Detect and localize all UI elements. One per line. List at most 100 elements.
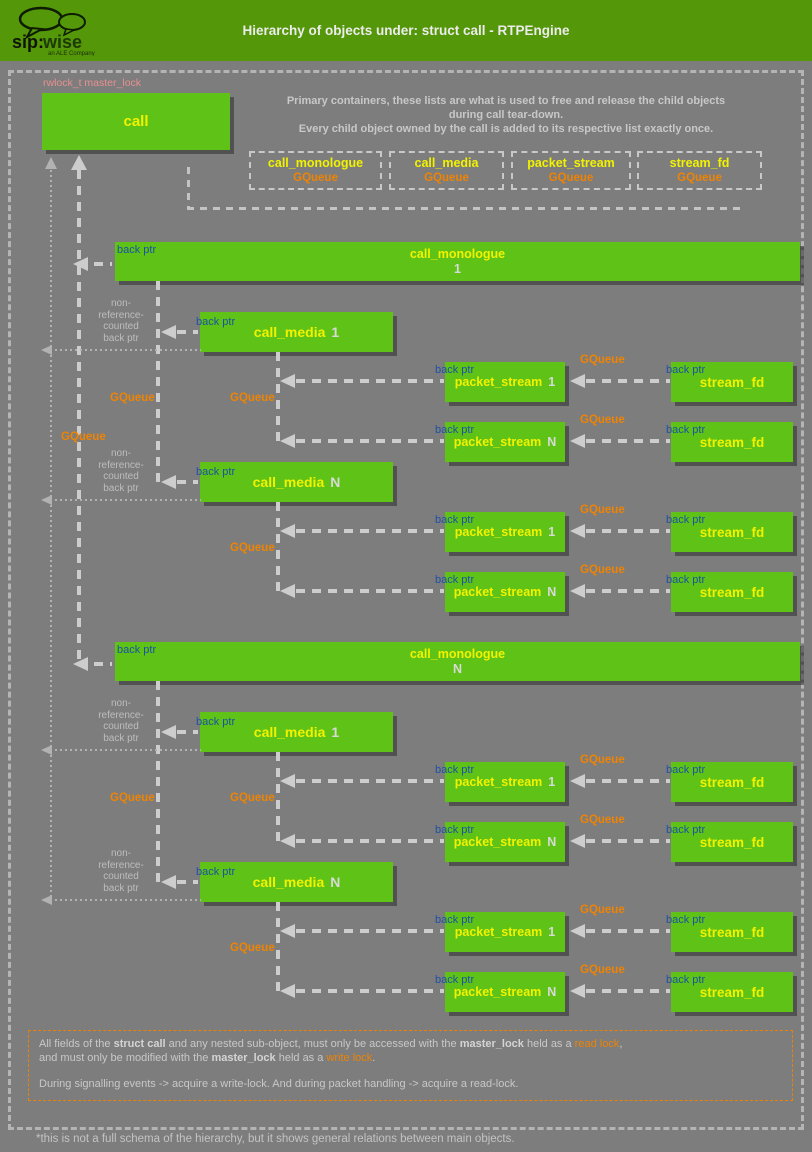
- container-bracket-vertical: [187, 167, 190, 209]
- container-box-call-monologue: call_monologue GQueue: [249, 151, 382, 190]
- backptr-dash: [177, 880, 198, 884]
- call-monologue-box: call_monologue 1: [115, 242, 800, 281]
- arrow-left-icon: [570, 374, 585, 388]
- packet-stream-index: 1: [548, 375, 556, 389]
- arrow-left-dotted-icon: [41, 345, 52, 355]
- packet-stream-box: packet_stream 1: [445, 512, 565, 552]
- note-bold-master-lock: master_lock: [211, 1051, 276, 1064]
- call-media-label: call_media: [253, 324, 326, 340]
- footer-note: *this is not a full schema of the hierar…: [36, 1133, 515, 1145]
- note-write-lock: write lock: [326, 1051, 373, 1064]
- arrow-left-icon: [570, 524, 585, 538]
- stream-fd-label: stream_fd: [699, 984, 765, 1000]
- container-bracket-horizontal: [187, 207, 741, 210]
- note-text: and any nested sub-object, must only be …: [165, 1038, 460, 1050]
- note-line-3: During signalling events -> acquire a wr…: [39, 1078, 519, 1090]
- nonref-backptr-label: non- reference- counted back ptr: [90, 448, 152, 494]
- note-read-lock: read lock: [574, 1038, 620, 1050]
- gqueue-label: GQueue: [61, 431, 106, 443]
- backptr-dash: [296, 779, 444, 783]
- container-type: GQueue: [424, 171, 469, 184]
- streams-gqueue-line: [276, 902, 280, 991]
- nonref-line: reference-: [98, 859, 144, 871]
- call-media-box: call_media 1: [200, 312, 393, 352]
- packet-stream-index: 1: [548, 925, 556, 939]
- nonref-line: counted: [103, 321, 139, 332]
- arrow-left-icon: [570, 774, 585, 788]
- container-type: GQueue: [677, 171, 722, 184]
- arrow-left-icon: [161, 475, 176, 489]
- sipwise-logo: sip: wise an ALE Company: [12, 6, 95, 56]
- gqueue-dash: [586, 929, 670, 933]
- arrow-left-icon: [280, 924, 295, 938]
- back-ptr-label: back ptr: [666, 824, 706, 836]
- note-bold-struct-call: struct call: [113, 1038, 166, 1050]
- nonref-line: back ptr: [103, 332, 139, 344]
- stream-fd-label: stream_fd: [699, 434, 765, 450]
- gqueue-dash: [586, 589, 670, 593]
- back-ptr-label: back ptr: [435, 364, 475, 376]
- call-monologue-index: N: [452, 661, 463, 676]
- backptr-dash: [296, 989, 444, 993]
- packet-stream-box: packet_stream 1: [445, 762, 565, 802]
- medias-gqueue-line: [156, 281, 160, 482]
- arrow-left-dotted-icon: [41, 745, 52, 755]
- nonref-line: non-: [110, 698, 131, 709]
- call-box-label: call: [123, 113, 149, 130]
- note-text: All fields of the: [39, 1038, 114, 1050]
- nonref-dotted-line: [45, 749, 201, 751]
- back-ptr-label: back ptr: [435, 824, 475, 836]
- container-type: GQueue: [293, 171, 338, 184]
- stream-fd-box: stream_fd: [671, 512, 793, 552]
- gqueue-label: GQueue: [580, 564, 625, 576]
- gqueue-label: GQueue: [110, 392, 155, 404]
- logo-tagline: an ALE Company: [48, 51, 95, 56]
- monologue-group-n: call_monologue N back ptr GQueue call_me…: [0, 642, 812, 1014]
- note-line-2: and must only be modified with the maste…: [39, 1052, 782, 1066]
- gqueue-label: GQueue: [230, 792, 275, 804]
- intro-line-3: Every child object owned by the call is …: [298, 123, 714, 135]
- back-ptr-label: back ptr: [196, 316, 236, 328]
- logo-bubble-small-tail-icon: [62, 28, 77, 37]
- packet-stream-label: packet_stream: [453, 585, 542, 599]
- nonref-dotted-line: [45, 899, 201, 901]
- back-ptr-label: back ptr: [666, 424, 706, 436]
- gqueue-label: GQueue: [580, 354, 625, 366]
- streams-gqueue-line: [276, 752, 280, 841]
- call-monologue-box: call_monologue N: [115, 642, 800, 681]
- arrow-left-icon: [570, 434, 585, 448]
- note-text: held as a: [275, 1051, 327, 1064]
- backptr-dash: [177, 330, 198, 334]
- note-text: held as a: [523, 1038, 575, 1050]
- diagram-border: [8, 70, 804, 1130]
- back-ptr-label: back ptr: [435, 764, 475, 776]
- arrow-left-icon: [280, 524, 295, 538]
- note-bold-master-lock: master_lock: [459, 1038, 524, 1050]
- nonref-backptr-label: non- reference- counted back ptr: [90, 298, 152, 344]
- arrow-left-icon: [280, 834, 295, 848]
- packet-stream-box: packet_stream N: [445, 572, 565, 612]
- stream-fd-box: stream_fd: [671, 912, 793, 952]
- packet-stream-box: packet_stream 1: [445, 912, 565, 952]
- arrow-left-icon: [161, 875, 176, 889]
- streams-gqueue-line: [276, 352, 280, 441]
- backptr-dash: [296, 839, 444, 843]
- stream-fd-box: stream_fd: [671, 762, 793, 802]
- gqueue-label: GQueue: [580, 814, 625, 826]
- call-media-label: call_media: [252, 474, 325, 490]
- arrow-left-icon: [280, 984, 295, 998]
- stream-fd-box: stream_fd: [671, 972, 793, 1012]
- back-ptr-label: back ptr: [117, 244, 157, 256]
- back-ptr-label: back ptr: [117, 644, 157, 656]
- arrow-left-icon: [73, 257, 88, 271]
- stream-fd-box: stream_fd: [671, 572, 793, 612]
- call-media-index: 1: [331, 324, 340, 340]
- intro-line-2: during call tear-down.: [448, 109, 564, 121]
- arrow-left-icon: [280, 774, 295, 788]
- call-monologue-label: call_monologue: [409, 646, 506, 661]
- container-box-stream-fd: stream_fd GQueue: [637, 151, 762, 190]
- nonref-line: non-: [110, 298, 131, 309]
- stream-fd-box: stream_fd: [671, 362, 793, 402]
- nonref-line: back ptr: [103, 482, 139, 494]
- call-box: call: [42, 93, 230, 150]
